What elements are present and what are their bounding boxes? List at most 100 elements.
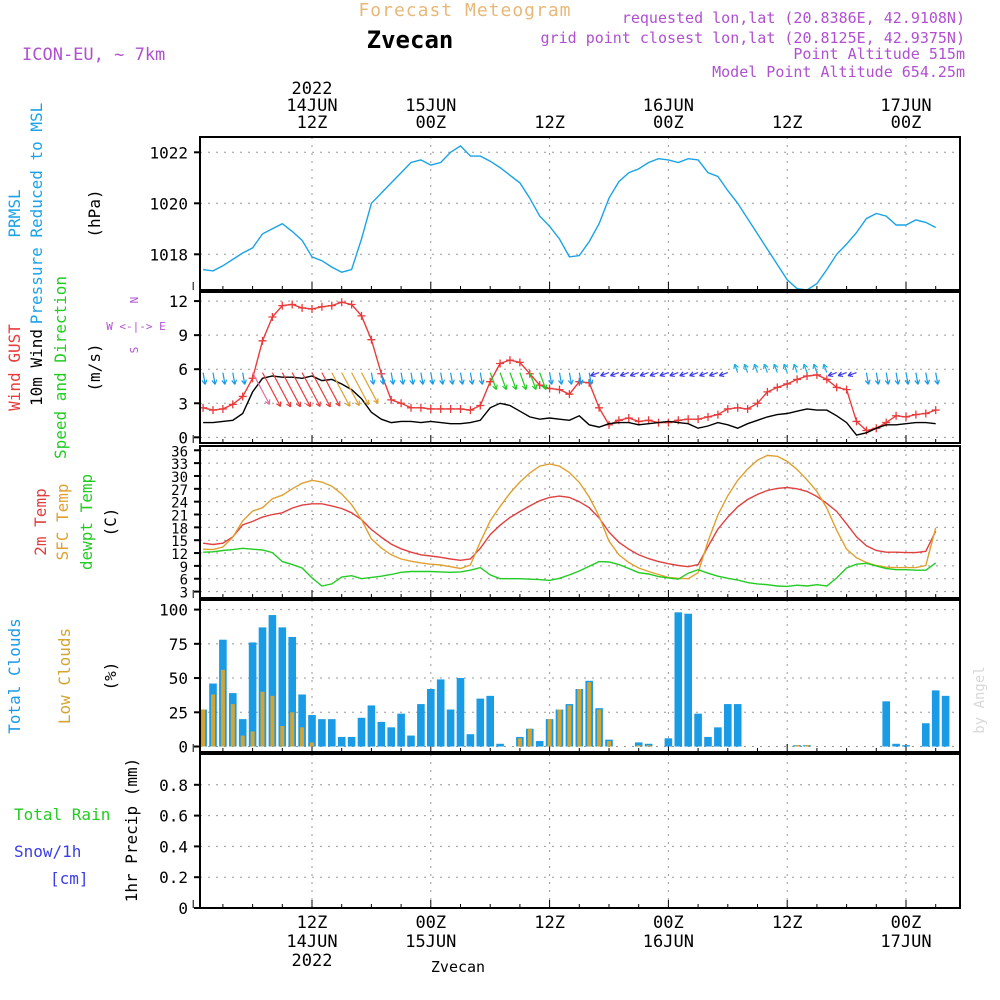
bottom-time-label: 2022 xyxy=(292,951,333,971)
footer-station: Zvecan xyxy=(431,958,485,976)
wind-arrow xyxy=(875,372,879,385)
gust-marker xyxy=(684,415,693,424)
y-tick-label: 0.6 xyxy=(159,807,188,826)
y-tick-label: 15 xyxy=(171,534,188,550)
y-tick-label: 9 xyxy=(180,560,188,576)
gust-marker xyxy=(842,385,851,394)
gust-marker xyxy=(723,404,732,413)
wind-arrow xyxy=(271,372,292,408)
wind-arrow xyxy=(281,372,301,407)
y-tick-label: 25 xyxy=(169,703,188,722)
wind-arrow-head xyxy=(315,401,321,408)
ylabel-wind-2: Speed and Direction xyxy=(51,276,70,459)
gust-marker xyxy=(367,335,376,344)
low-cloud-bar xyxy=(587,682,592,747)
wind-arrow xyxy=(763,363,768,373)
gridpoint-coords: grid point closest lon,lat (20.8125E, 42… xyxy=(541,29,965,47)
low-cloud-bar xyxy=(805,745,809,747)
ylabel-clouds-1: Low Clouds xyxy=(55,628,74,724)
wind-arrow xyxy=(420,372,424,385)
wind-arrow xyxy=(895,372,899,385)
wind-arrow-head xyxy=(669,371,675,378)
series-group-wind xyxy=(200,298,940,436)
gust-marker xyxy=(397,399,406,408)
unit-temperature: (C) xyxy=(101,508,120,537)
top-time-label: 00Z xyxy=(415,113,446,133)
gust-marker xyxy=(327,301,336,310)
y-tick-label: 24 xyxy=(171,496,188,512)
wind-arrow xyxy=(620,372,630,377)
wind-arrow xyxy=(400,372,404,385)
y-tick-label: 30 xyxy=(171,470,188,486)
gust-marker xyxy=(555,385,564,394)
wind-arrow-head xyxy=(812,363,818,370)
wind-arrow-head xyxy=(492,384,498,390)
total-cloud-bar xyxy=(674,612,683,747)
wind-arrow-head xyxy=(241,379,247,385)
wind-arrow xyxy=(600,372,610,377)
wind-arrow xyxy=(499,372,507,390)
total-cloud-bar xyxy=(882,701,890,747)
wind-arrow-head xyxy=(373,398,379,404)
gust-marker xyxy=(268,312,277,321)
gust-marker xyxy=(694,415,703,424)
series-group-clouds xyxy=(200,612,950,747)
wind-arrow-head xyxy=(792,363,799,370)
wind-arrow-head xyxy=(827,371,834,378)
gust-marker xyxy=(624,414,633,423)
gust-marker xyxy=(822,375,831,384)
wind-arrow-head xyxy=(419,379,426,385)
total-cloud-bar xyxy=(427,689,435,747)
y-tick-label: 18 xyxy=(171,521,188,537)
gust-marker xyxy=(545,384,554,393)
bottom-time-label: 15JUN xyxy=(405,932,456,952)
wind-arrow xyxy=(823,363,828,373)
low-cloud-bar xyxy=(211,694,215,747)
series-group-pressure xyxy=(203,145,937,290)
compass-north: N xyxy=(128,297,141,304)
wind-arrow xyxy=(212,372,216,385)
ylabel-wind-1: 10m Wind xyxy=(27,329,46,406)
top-time-label: 2022 xyxy=(292,79,333,99)
gust-marker xyxy=(308,305,316,314)
low-cloud-bar xyxy=(577,689,582,747)
y-tick-label: 0 xyxy=(178,738,188,757)
bottom-time-label: 14JUN xyxy=(286,932,337,952)
ylabel-temperature-2: dewpt Temp xyxy=(77,474,96,570)
low-cloud-bar xyxy=(270,695,275,747)
low-cloud-bar xyxy=(250,731,255,747)
total-cloud-bar xyxy=(704,736,712,747)
gust-marker xyxy=(466,406,475,415)
bottom-time-label: 12Z xyxy=(297,913,328,933)
wind-arrow xyxy=(679,372,689,377)
gust-marker xyxy=(902,412,910,421)
gust-marker xyxy=(228,400,237,409)
y-tick-label: 0.2 xyxy=(159,868,188,887)
low-cloud-bar xyxy=(290,712,295,747)
wind-arrow-head xyxy=(264,399,271,405)
wind-arrow xyxy=(202,372,206,385)
wind-arrow xyxy=(380,372,384,385)
total-cloud-bar xyxy=(724,704,732,747)
wind-arrow-head xyxy=(458,379,465,385)
wind-arrow xyxy=(709,372,719,377)
wind-arrow-head xyxy=(512,384,518,390)
panel-frame xyxy=(199,753,961,909)
total-cloud-bar xyxy=(684,613,692,747)
wind-arrow-head xyxy=(502,384,508,390)
wind-arrow xyxy=(261,372,282,407)
panel-clouds: 0 25 50 75 100 Total Clouds Low Clouds (%) xyxy=(5,599,961,757)
top-time-label: 12Z xyxy=(772,113,803,133)
wind-arrow-head xyxy=(689,371,695,378)
top-time-label: 16JUN xyxy=(643,96,694,116)
gust-marker xyxy=(288,300,297,309)
wind-arrow-head xyxy=(325,401,331,408)
wind-arrow xyxy=(509,372,517,390)
wind-arrow-head xyxy=(874,379,881,385)
wind-arrow xyxy=(578,372,582,385)
wind-arrow-head xyxy=(619,371,626,378)
panel-pressure: 1018 1020 1022 PRMSL Pressure Reduced to MSL… xyxy=(5,103,961,324)
